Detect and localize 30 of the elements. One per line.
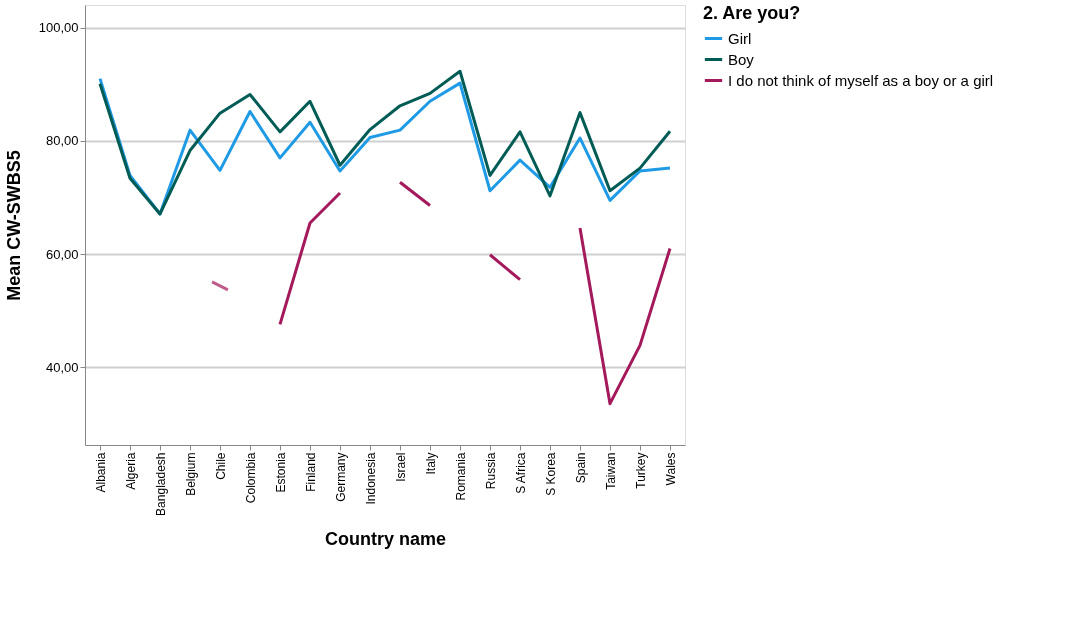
x-tick-label: Wales [663,452,678,486]
x-tick-label: Germany [333,452,348,502]
y-tick-label: 40,00 [45,359,79,375]
legend-label: I do not think of myself as a boy or a girl [728,71,994,89]
y-tick-label: 80,00 [45,133,79,149]
x-tick-label: Taiwan [603,452,618,490]
x-tick-label: Romania [453,452,468,501]
x-tick-label: Colombia [243,452,258,504]
x-tick-label: S Korea [543,452,558,496]
y-tick-label: 100,00 [38,20,79,36]
legend-label: Girl [728,29,752,47]
x-tick-label: Indonesia [363,452,378,505]
x-tick-label: Albania [93,452,108,493]
x-tick-label: Israel [393,452,408,482]
x-tick-label: Estonia [273,452,288,493]
y-axis-title: Mean CW-SWBS5 [3,150,24,301]
x-tick-label: Italy [423,452,438,475]
x-tick-label: S Africa [513,452,528,494]
x-tick-label: Algeria [123,452,138,490]
x-tick-label: Russia [483,452,498,490]
x-axis-title: Country name [324,528,447,549]
y-tick-label: 60,00 [45,246,79,262]
x-tick-label: Bangladesh [153,452,168,516]
x-tick-label: Finland [303,452,318,492]
legend-label: Boy [728,50,755,68]
x-tick-label: Spain [573,452,588,484]
x-tick-label: Turkey [633,452,648,489]
x-tick-label: Belgium [183,452,198,496]
legend-title: 2. Are you? [703,3,801,23]
x-tick-label: Chile [213,452,228,480]
